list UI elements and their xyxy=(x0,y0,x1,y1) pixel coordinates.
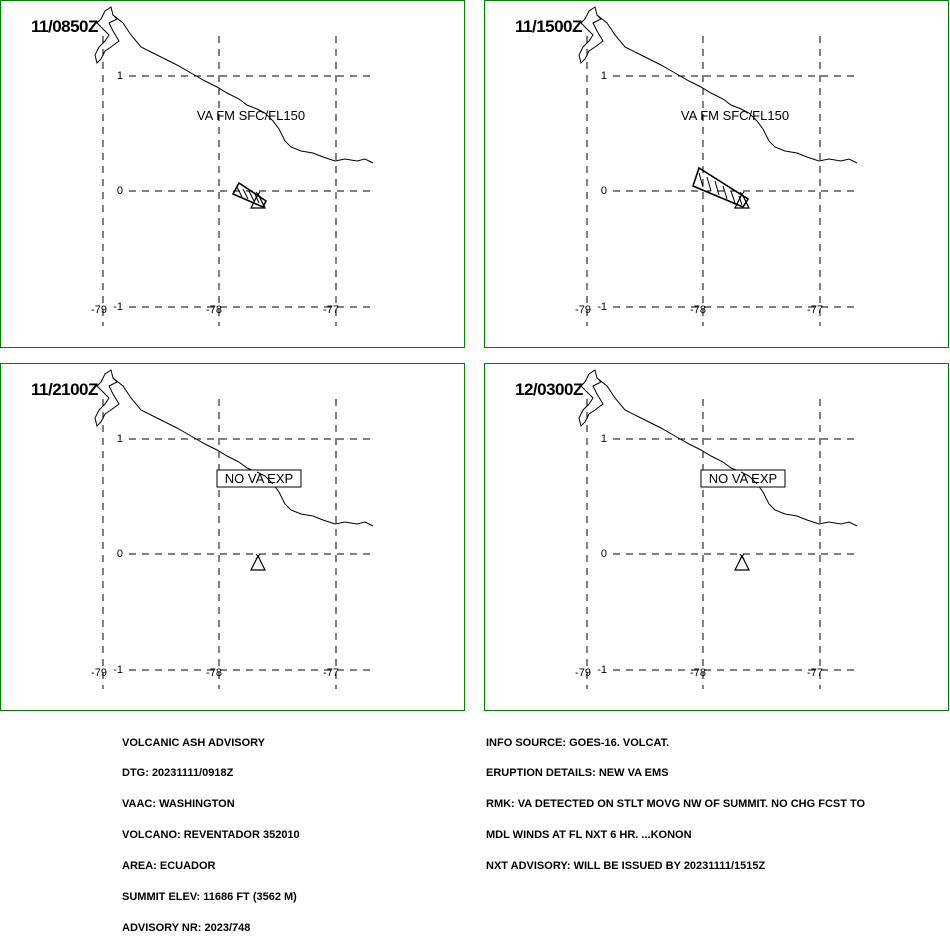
longitude-tick-label: -78 xyxy=(206,304,222,316)
volcano-symbol xyxy=(250,554,266,571)
map-panel-3: 1 0 -1 -79 -78 -77 NO VA EXP 11/2100Z xyxy=(0,363,465,711)
map-canvas: 1 0 -1 -79 -78 -77 VA FM SFC/FL150 xyxy=(91,6,376,326)
map-panel-4: 1 0 -1 -79 -78 -77 NO VA EXP 12/0300Z xyxy=(484,363,949,711)
longitude-tick-label: -78 xyxy=(690,667,706,679)
advisory-line: DTG: 20231111/0918Z xyxy=(122,767,234,780)
advisory-line: RMK: VA DETECTED ON STLT MOVG NW OF SUMM… xyxy=(486,798,866,811)
latitude-tick-label: -1 xyxy=(113,301,123,313)
valid-time-label: 11/2100Z xyxy=(31,380,98,399)
advisory-line: SUMMIT ELEV: 11686 FT (3562 M) xyxy=(122,891,297,904)
advisory-line: VOLCANO: REVENTADOR 352010 xyxy=(122,829,300,842)
advisory-line: ADVISORY NR: 2023/748 xyxy=(122,921,251,934)
coastline xyxy=(112,377,374,527)
map-canvas: 1 0 -1 -79 -78 -77 VA FM SFC/FL150 xyxy=(575,6,860,326)
border-line xyxy=(94,369,120,427)
ash-cloud-polygon xyxy=(692,166,750,209)
advisory-line: AREA: ECUADOR xyxy=(122,860,216,873)
longitude-tick-label: -77 xyxy=(323,304,339,316)
coastline-segment xyxy=(740,471,758,485)
longitude-tick-label: -79 xyxy=(91,667,107,679)
border-line xyxy=(578,369,604,427)
advisory-line: MDL WINDS AT FL NXT 6 HR. ...KONON xyxy=(486,829,692,842)
latitude-tick-label: 0 xyxy=(601,185,607,197)
volcano-symbol xyxy=(250,192,266,209)
longitude-tick-label: -77 xyxy=(807,304,823,316)
volcano-symbol xyxy=(734,192,750,209)
latitude-tick-label: 1 xyxy=(601,433,607,445)
ash-cloud-polygon xyxy=(231,181,268,209)
va-label-box xyxy=(700,469,786,488)
volcano-eruption-mark xyxy=(739,191,745,198)
map-panel-1: 1 0 -1 -79 -78 -77 VA FM SFC/FL150 11/0850Z xyxy=(0,0,465,348)
ash-hatching xyxy=(698,172,743,206)
volcano-eruption-mark xyxy=(255,191,261,198)
longitude-tick-label: -77 xyxy=(323,667,339,679)
coastline-segment xyxy=(256,471,274,485)
valid-time-label: 12/0300Z xyxy=(515,380,583,399)
border-line xyxy=(578,6,604,64)
latitude-tick-label: 1 xyxy=(601,70,607,82)
coastline xyxy=(112,14,374,164)
advisory-line: INFO SOURCE: GOES-16. VOLCAT. xyxy=(486,736,670,749)
va-forecast-label: NO VA EXP xyxy=(225,471,293,486)
advisory-header-block: VOLCANIC ASH ADVISORY DTG: 20231111/0918… xyxy=(122,717,300,944)
latitude-tick-label: -1 xyxy=(113,664,123,676)
map-canvas: 1 0 -1 -79 -78 -77 NO VA EXP xyxy=(575,369,860,689)
va-forecast-label: VA FM SFC/FL150 xyxy=(197,108,305,123)
va-forecast-label: VA FM SFC/FL150 xyxy=(681,108,789,123)
latitude-tick-label: -1 xyxy=(597,301,607,313)
latitude-tick-label: 1 xyxy=(117,70,123,82)
volcano-eruption-mark xyxy=(739,553,745,560)
latitude-tick-label: 1 xyxy=(117,433,123,445)
map-canvas: 1 0 -1 -79 -78 -77 NO VA EXP xyxy=(91,369,376,689)
advisory-details-block: INFO SOURCE: GOES-16. VOLCAT. ERUPTION D… xyxy=(486,717,865,882)
volcano-eruption-mark xyxy=(255,553,261,560)
longitude-tick-label: -79 xyxy=(91,304,107,316)
volcano-symbol xyxy=(734,554,750,571)
latitude-tick-label: 0 xyxy=(601,548,607,560)
advisory-line: VOLCANIC ASH ADVISORY xyxy=(122,736,266,749)
va-forecast-label: NO VA EXP xyxy=(709,471,777,486)
advisory-line: ERUPTION DETAILS: NEW VA EMS xyxy=(486,767,669,780)
valid-time-label: 11/0850Z xyxy=(31,17,98,36)
map-panel-2: 1 0 -1 -79 -78 -77 VA FM SFC/FL150 11/1500Z xyxy=(484,0,949,348)
coastline xyxy=(596,14,858,164)
longitude-tick-label: -78 xyxy=(690,304,706,316)
longitude-tick-label: -79 xyxy=(575,667,591,679)
latitude-tick-label: -1 xyxy=(597,664,607,676)
advisory-line: NXT ADVISORY: WILL BE ISSUED BY 20231111… xyxy=(486,860,766,873)
valid-time-label: 11/1500Z xyxy=(515,17,582,36)
longitude-tick-label: -78 xyxy=(206,667,222,679)
latitude-tick-label: 0 xyxy=(117,185,123,197)
longitude-tick-label: -77 xyxy=(807,667,823,679)
coastline xyxy=(596,377,858,527)
advisory-line: VAAC: WASHINGTON xyxy=(122,798,235,811)
longitude-tick-label: -79 xyxy=(575,304,591,316)
latitude-tick-label: 0 xyxy=(117,548,123,560)
va-label-box xyxy=(216,469,302,488)
border-line xyxy=(94,6,120,64)
ash-hatching xyxy=(236,186,260,204)
